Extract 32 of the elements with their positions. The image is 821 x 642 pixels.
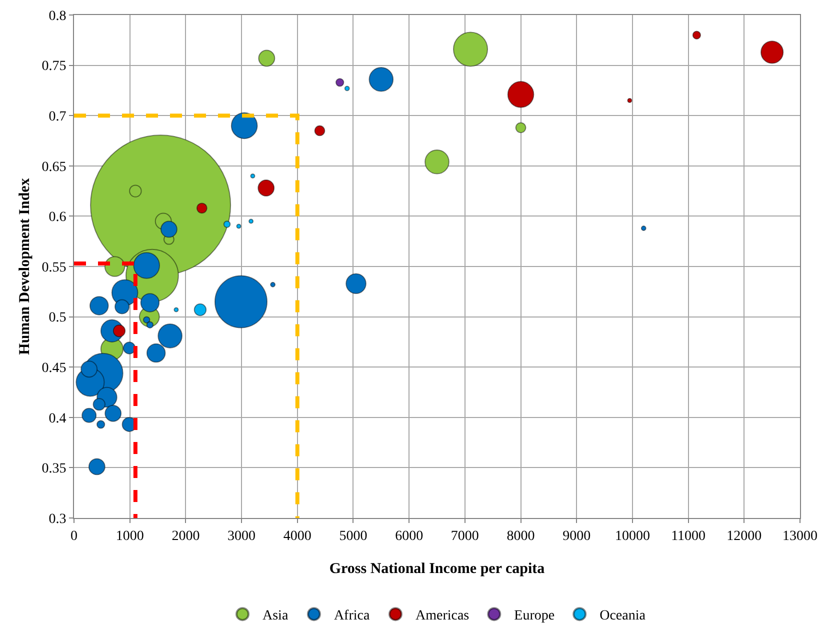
y-tick-label: 0.7 [48, 110, 66, 124]
legend-label: Oceania [600, 608, 646, 624]
y-tick-label: 0.65 [42, 160, 66, 175]
y-tick-label: 0.45 [42, 361, 66, 376]
legend-label: Americas [415, 608, 470, 624]
y-tick-label: 0.5 [48, 310, 66, 326]
y-tick-label: 0.6 [48, 210, 66, 226]
y-tick-label: 0.3 [48, 512, 66, 527]
x-tick-label: 7000 [450, 528, 479, 544]
x-tick-label: 3000 [228, 528, 256, 544]
y-tick-label: 0.75 [42, 59, 66, 74]
y-tick-label: 0.35 [42, 462, 66, 477]
x-tick-label: 12000 [726, 528, 762, 544]
y-tick-label: 0.4 [48, 411, 66, 426]
legend-label: Europe [514, 608, 555, 624]
x-tick-label: 13000 [782, 528, 818, 544]
x-tick-label: 2000 [172, 528, 200, 544]
x-tick-label: 0 [70, 528, 78, 544]
y-axis-title: Human Development Index [16, 178, 33, 355]
x-tick-label: 6000 [395, 528, 424, 544]
legend-label: Asia [262, 608, 289, 624]
legend-label: Africa [334, 608, 370, 624]
x-axis-title: Gross National Income per capita [329, 561, 546, 577]
y-tick-label: 0.55 [42, 260, 66, 276]
x-tick-label: 8000 [506, 528, 535, 544]
x-tick-label: 11000 [671, 528, 706, 544]
x-tick-label: 9000 [562, 528, 591, 544]
x-tick-label: 10000 [614, 528, 650, 544]
x-tick-label: 1000 [116, 528, 144, 544]
y-tick-label: 0.8 [48, 8, 66, 24]
x-tick-label: 4000 [283, 528, 312, 544]
x-tick-label: 5000 [339, 528, 368, 544]
